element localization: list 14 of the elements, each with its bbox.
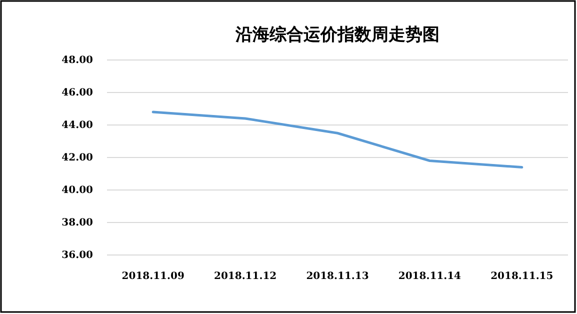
x-tick-label: 2018.11.13 [306, 271, 369, 282]
y-tick-label: 42.00 [62, 152, 94, 164]
chart-title: 沿海综合运价指数周走势图 [234, 25, 440, 45]
y-tick-label: 40.00 [62, 185, 94, 196]
y-tick-label: 48.00 [62, 55, 94, 66]
y-tick-label: 36.00 [62, 250, 94, 262]
y-tick-label: 38.00 [62, 218, 94, 229]
y-tick-label: 44.00 [62, 120, 94, 132]
line-series [152, 110, 524, 168]
x-tick-label: 2018.11.12 [214, 271, 277, 282]
x-tick-label: 2018.11.15 [490, 271, 554, 282]
x-tick-label: 2018.11.09 [122, 271, 184, 282]
x-tick-label: 2018.11.14 [398, 271, 462, 282]
y-tick-label: 46.00 [62, 88, 94, 99]
